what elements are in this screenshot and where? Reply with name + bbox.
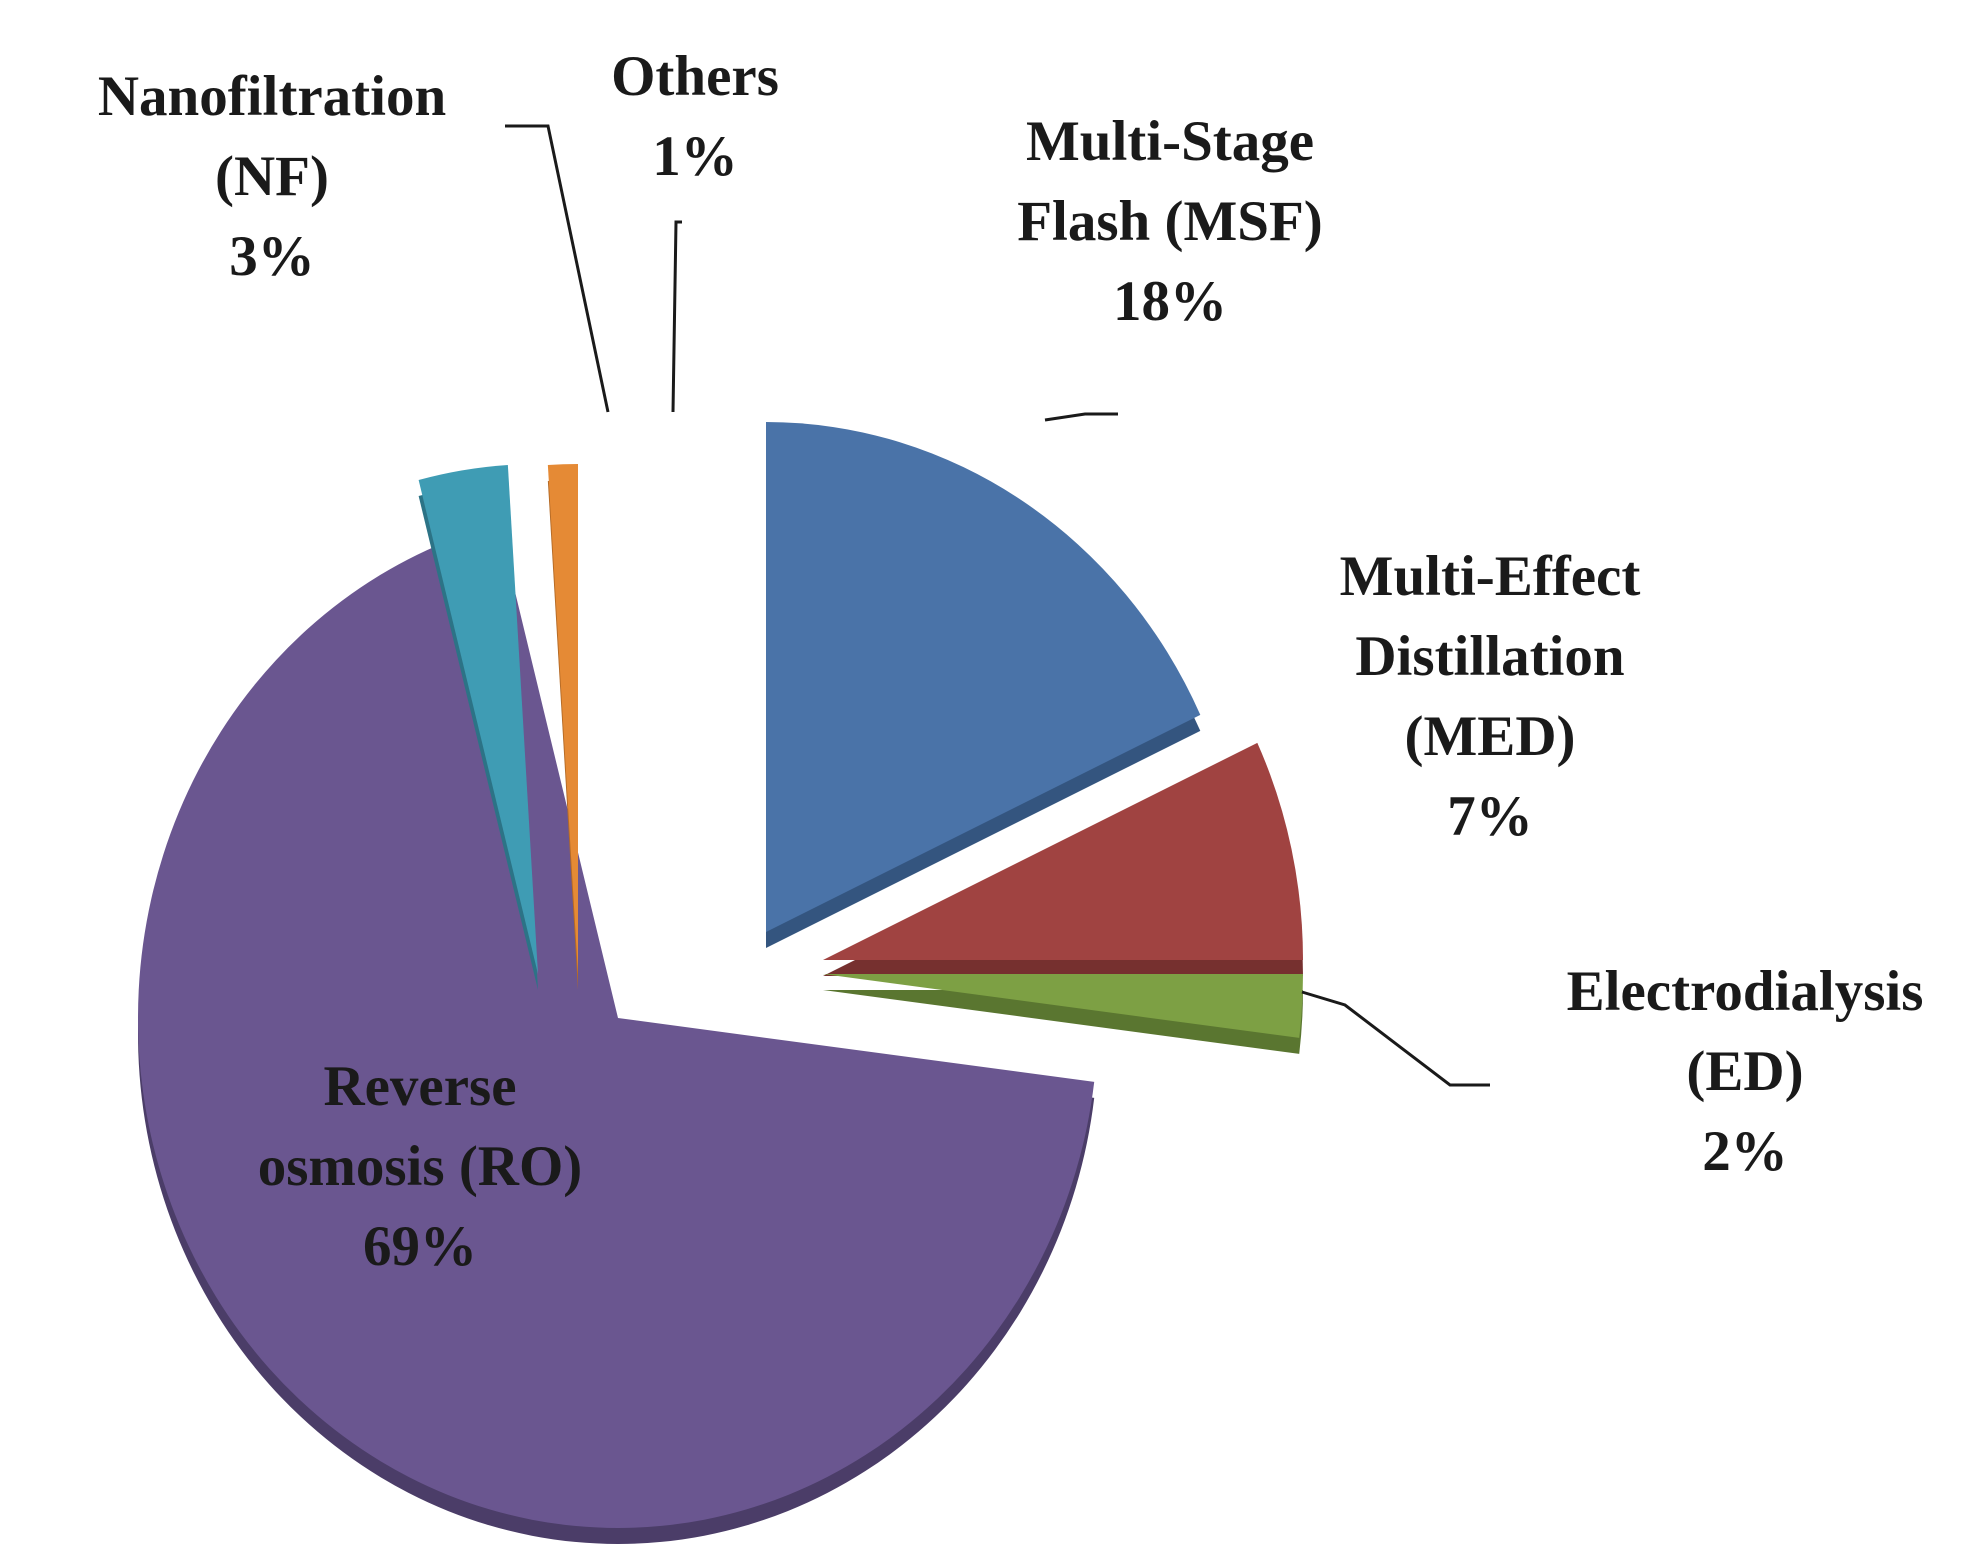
slice-label-line: 2% <box>1702 1120 1788 1183</box>
slice-label-line: Multi-Stage <box>1026 110 1314 173</box>
slice-label-line: 3% <box>229 225 315 288</box>
slice-label: Electrodialysis (ED) 2% <box>1567 960 1924 1183</box>
slice-label-line: (MED) <box>1405 705 1576 768</box>
slice-label: Multi-Effect Distillation (MED) 7% <box>1340 545 1641 848</box>
pie-slice <box>766 422 1201 932</box>
pie-slice <box>138 524 1095 1528</box>
slice-label-line: Nanofiltration <box>98 65 446 128</box>
leader-line <box>1044 412 1118 422</box>
slice-label: Nanofiltration (NF) 3% <box>98 65 446 288</box>
slice-label-line: 7% <box>1447 785 1533 848</box>
slice-label-line: 1% <box>652 125 738 188</box>
pie-slice <box>547 464 578 974</box>
slice-label: Others 1% <box>611 45 779 188</box>
slice-label-line: osmosis (RO) <box>258 1135 583 1198</box>
pie-slice <box>823 742 1303 960</box>
leader-line <box>671 220 682 413</box>
pie-slices <box>138 422 1303 1544</box>
slice-label-line: 69% <box>363 1215 477 1278</box>
slice-label-line: 18% <box>1113 270 1227 333</box>
slice-label: Multi-Stage Flash (MSF) 18% <box>1017 110 1323 333</box>
slice-label-line: Electrodialysis <box>1567 960 1924 1023</box>
slice-label-line: (NF) <box>215 145 329 208</box>
slice-label-line: Reverse <box>323 1055 516 1118</box>
leader-line <box>505 124 610 413</box>
leader-lines <box>505 124 1490 1087</box>
pie-slice <box>823 974 1303 1038</box>
slice-label: Reverse osmosis (RO) 69% <box>258 1055 583 1278</box>
leader-line <box>1301 990 1490 1087</box>
slice-label-line: Others <box>611 45 779 108</box>
slice-label-line: Flash (MSF) <box>1017 190 1323 253</box>
slice-label-line: Distillation <box>1355 625 1624 688</box>
slice-label-line: (ED) <box>1686 1040 1803 1103</box>
slice-label-line: Multi-Effect <box>1340 545 1641 608</box>
pie-slice <box>418 465 538 974</box>
slice-labels: Multi-Stage Flash (MSF) 18% Multi-Effect Dis… <box>98 45 1924 1278</box>
